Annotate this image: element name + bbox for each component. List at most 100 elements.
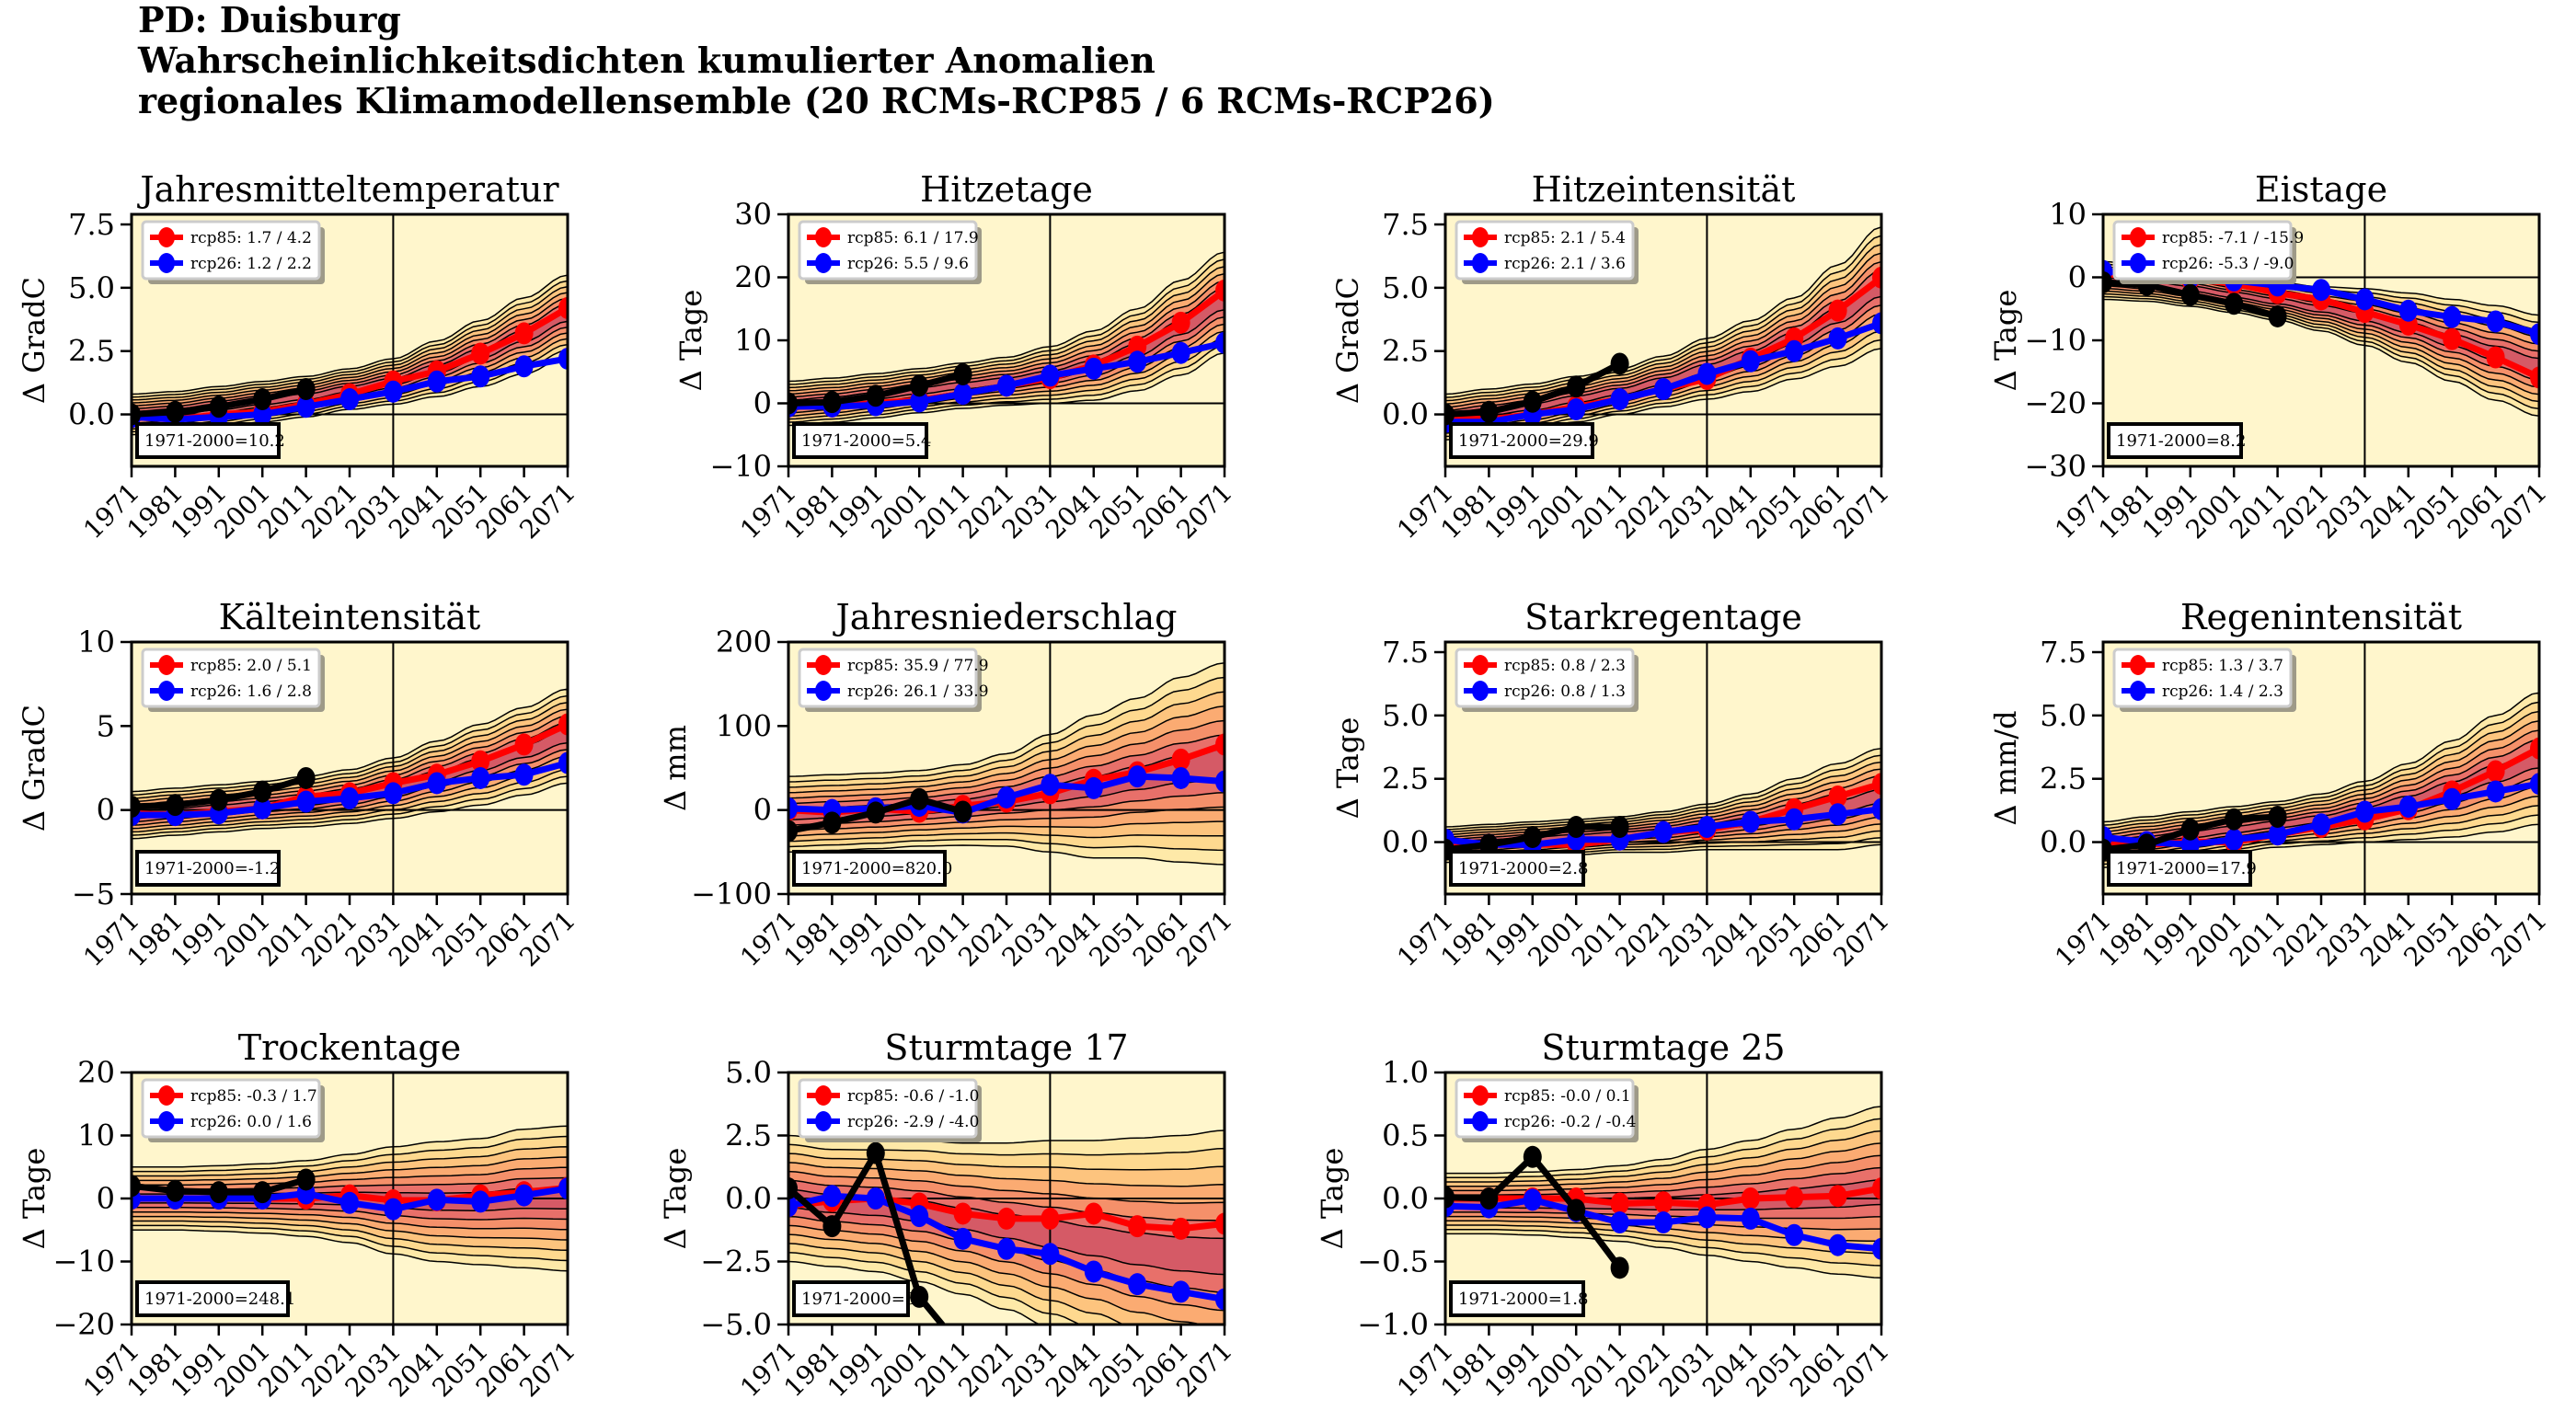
- series-observed: [132, 1168, 316, 1204]
- baseline-label: 1971-2000=17.9: [2116, 859, 2257, 878]
- data-point-observed-1991: [2180, 283, 2200, 306]
- data-point-rcp85-2051: [1785, 1186, 1804, 1209]
- data-point-rcp85-2061: [1171, 311, 1190, 334]
- legend-marker-rcp85: [158, 655, 175, 675]
- legend-label-rcp26: rcp26: 2.1 / 3.6: [1504, 255, 1626, 273]
- data-point-rcp26-2011: [2268, 823, 2287, 846]
- baseline-box: [135, 1280, 290, 1317]
- data-point-rcp26-2061: [2486, 780, 2505, 803]
- y-tick-label: −10: [709, 449, 772, 484]
- chart-panel-2: 1971198119912001201120212031204120512061…: [673, 169, 1238, 545]
- series-observed: [132, 378, 316, 426]
- legend-box: [2112, 220, 2293, 281]
- data-point-rcp85-2011: [953, 1202, 972, 1225]
- data-point-rcp85-2071: [1872, 266, 1881, 289]
- data-point-observed-1971: [132, 796, 141, 819]
- legend: rcp85: 2.1 / 5.4 rcp26: 2.1 / 3.6: [1455, 220, 1639, 284]
- y-axis-label: Δ Tage: [673, 290, 708, 392]
- data-point-rcp26-2031: [1041, 1243, 1060, 1266]
- data-point-rcp26-2071: [2530, 323, 2539, 346]
- data-point-rcp26-2001: [1567, 398, 1586, 421]
- plot-area: [132, 642, 568, 894]
- chart-panel-10: 1971198119912001201120212031204120512061…: [658, 1027, 1238, 1403]
- series-observed: [2103, 806, 2287, 861]
- legend-marker-rcp85: [815, 1085, 832, 1106]
- y-tick-label: 0.0: [725, 1181, 772, 1216]
- data-point-observed-1991: [866, 384, 885, 407]
- y-tick-label: 0: [753, 386, 772, 421]
- data-point-observed-2001: [2225, 808, 2244, 831]
- data-point-observed-1981: [166, 1179, 185, 1202]
- legend-marker-rcp85: [815, 655, 832, 675]
- figure-title-line-1: PD: Duisburg: [138, 0, 401, 40]
- legend-marker-rcp85: [1472, 655, 1489, 675]
- baseline-label: 1971-2000=1.8: [1458, 1290, 1588, 1309]
- baseline-label: 1971-2000=3: [801, 1290, 915, 1309]
- baseline-box: [135, 850, 281, 887]
- series-observed: [132, 766, 316, 819]
- data-point-rcp85-2061: [2486, 760, 2505, 783]
- data-point-observed-1991: [1523, 390, 1542, 413]
- baseline-label: 1971-2000=8.2: [2116, 431, 2246, 451]
- data-point-rcp26-2071: [558, 1177, 568, 1200]
- legend: rcp85: -0.0 / 0.1 rcp26: -0.2 / -0.4: [1455, 1078, 1639, 1142]
- data-point-rcp26-2031: [384, 782, 403, 805]
- data-point-rcp85-2071: [1215, 1212, 1225, 1235]
- legend-label-rcp85: rcp85: 6.1 / 17.9: [847, 229, 979, 247]
- data-point-rcp26-2001: [253, 797, 272, 820]
- data-point-observed-2001: [253, 780, 272, 803]
- data-point-rcp85-2051: [1128, 1215, 1147, 1238]
- series-rcp26: [788, 1185, 1225, 1311]
- y-tick-label: 2.5: [1382, 334, 1429, 369]
- chart-panel-6: 1971198119912001201120212031204120512061…: [658, 597, 1238, 972]
- y-tick-label: 0.0: [68, 397, 115, 432]
- data-point-observed-1981: [1479, 1187, 1499, 1210]
- baseline-label: 1971-2000=5.4: [801, 431, 931, 451]
- chart-panel-8: 1971198119912001201120212031204120512061…: [1988, 597, 2553, 972]
- figure-title-line-3: regionales Klimamodellensemble (20 RCMs-…: [138, 80, 1495, 121]
- legend-marker-rcp26: [158, 681, 175, 701]
- chart-panel-4: 1971198119912001201120212031204120512061…: [1988, 169, 2553, 545]
- data-point-rcp26-2041: [2398, 299, 2418, 322]
- data-point-rcp26-2051: [1128, 1273, 1147, 1296]
- data-point-observed-2001: [1567, 375, 1586, 398]
- data-point-rcp26-2051: [471, 766, 490, 789]
- y-axis-label: Δ Tage: [658, 1148, 693, 1250]
- data-point-rcp26-2061: [1171, 341, 1190, 364]
- baseline-annotation: 1971-2000=1.8: [1449, 1280, 1588, 1317]
- series-rcp26: [788, 331, 1225, 418]
- legend-marker-rcp26: [815, 1111, 832, 1131]
- plot-area: [788, 214, 1225, 466]
- y-tick-label: 10: [2049, 197, 2087, 232]
- y-tick-label: 0.5: [1382, 1118, 1429, 1153]
- legend-box: [1455, 648, 1635, 708]
- density-contour-7: [1445, 278, 1881, 421]
- data-point-rcp85-2021: [1654, 1191, 1673, 1214]
- data-point-observed-1981: [1479, 400, 1499, 423]
- data-point-rcp26-2051: [471, 365, 490, 388]
- y-tick-label: 7.5: [1382, 635, 1429, 670]
- data-point-rcp26-2021: [1654, 820, 1673, 843]
- data-point-observed-2001: [910, 374, 929, 397]
- baseline-annotation: 1971-2000=5.4: [792, 422, 931, 459]
- data-point-rcp26-2071: [1215, 331, 1225, 354]
- data-point-rcp85-2051: [471, 342, 490, 365]
- baseline-label: 1971-2000=820.0: [801, 859, 952, 878]
- y-tick-label: 5.0: [725, 1055, 772, 1090]
- data-point-rcp26-2011: [296, 790, 316, 813]
- data-point-rcp26-2001: [253, 403, 272, 426]
- density-contour-7: [2103, 277, 2539, 373]
- data-point-rcp26-2031: [384, 380, 403, 403]
- baseline-annotation: 1971-2000=820.0: [792, 850, 952, 887]
- legend: rcp85: 1.3 / 3.7 rcp26: 1.4 / 2.3: [2112, 648, 2296, 712]
- legend-box: [2112, 648, 2293, 708]
- data-point-observed-1971: [132, 403, 141, 426]
- data-point-rcp85-2071: [2530, 737, 2539, 760]
- legend-label-rcp85: rcp85: 0.8 / 2.3: [1504, 657, 1626, 675]
- plot-area: [1445, 214, 1881, 466]
- baseline-annotation: 1971-2000=-1.2: [135, 850, 281, 887]
- y-axis-label: Δ mm/d: [1988, 710, 2023, 825]
- data-point-rcp26-2001: [910, 390, 929, 413]
- data-point-observed-2011: [2268, 304, 2287, 327]
- legend-label-rcp85: rcp85: 2.1 / 5.4: [1504, 229, 1626, 247]
